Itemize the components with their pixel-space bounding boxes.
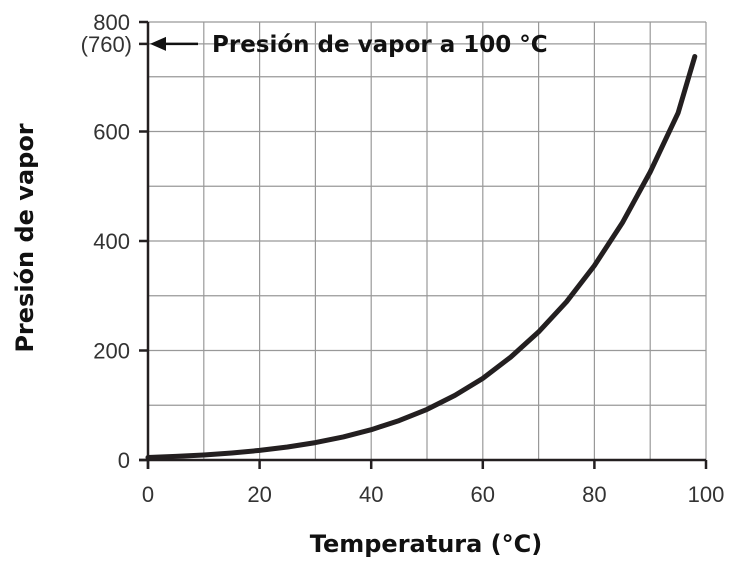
- axes: [139, 20, 708, 469]
- x-tick-label: 80: [582, 482, 606, 507]
- y-tick-label: 200: [93, 339, 130, 364]
- y-tick-label: 600: [93, 120, 130, 145]
- tick-labels: 0 20 40 60 80 100 0 200 400 600 800(760): [81, 10, 725, 507]
- series: [145, 54, 698, 460]
- x-tick-label: 100: [688, 482, 725, 507]
- y-tick-label: 800: [93, 10, 130, 35]
- x-axis-title: Temperatura (°C): [310, 530, 542, 558]
- y-axis-title: Presión de vapor: [11, 123, 39, 352]
- x-tick-label: 20: [247, 482, 271, 507]
- x-tick-label: 60: [471, 482, 495, 507]
- arrow-left-icon: [150, 36, 198, 51]
- x-tick-label: 40: [359, 482, 383, 507]
- annotation: Presión de vapor a 100 °C: [150, 32, 548, 58]
- y-tick-label: 0: [118, 448, 130, 473]
- y-tick-label-760: (760): [81, 32, 132, 57]
- y-tick-label: 400: [93, 229, 130, 254]
- annotation-text: Presión de vapor a 100 °C: [212, 32, 548, 58]
- series-line-0: [145, 54, 698, 460]
- grid: [147, 21, 707, 461]
- x-tick-label: 0: [142, 482, 154, 507]
- annotation-arrow-head: [150, 36, 166, 51]
